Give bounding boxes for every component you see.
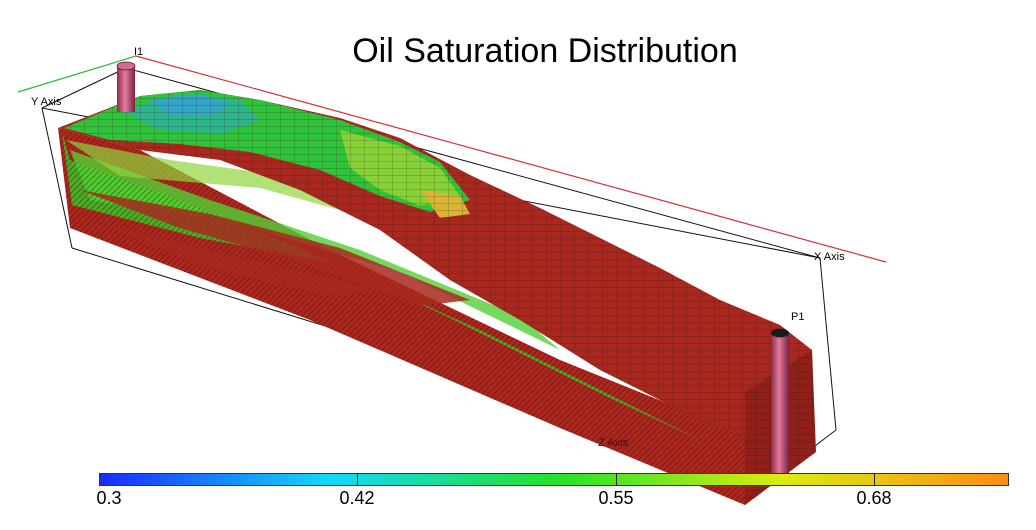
colorbar-tick-label: 0.42	[339, 488, 375, 508]
colorbar-tick-mark	[616, 473, 617, 486]
colorbar-tick-label: 0.3	[96, 488, 122, 508]
x-axis-line	[135, 55, 887, 263]
colorbar-tick-mark	[357, 473, 358, 486]
y-axis-label: Y Axis	[31, 96, 62, 108]
colorbar-tick-mark	[874, 473, 875, 486]
producer-well	[771, 328, 789, 473]
injector-well	[116, 61, 136, 112]
producer-well-label: P1	[791, 311, 805, 323]
chart-title: Oil Saturation Distribution	[352, 32, 738, 70]
colorbar-tick-label: 0.55	[598, 488, 634, 508]
y-axis-line	[17, 55, 137, 93]
injector-well-label: I1	[134, 46, 144, 58]
colorbar-tick-label: 0.68	[856, 488, 892, 508]
x-axis-label: X Axis	[814, 251, 845, 263]
z-axis-label: Z Axis	[598, 437, 628, 449]
colorbar	[99, 473, 1009, 486]
